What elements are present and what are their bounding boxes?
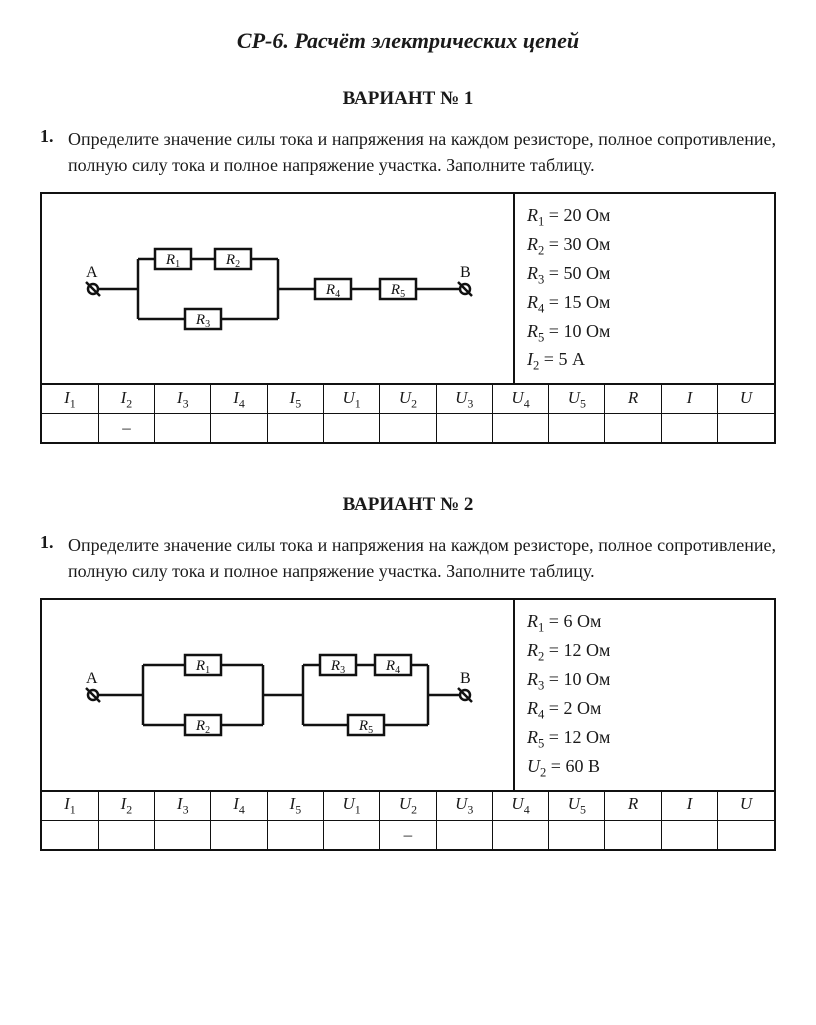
task-block: 1. Определите значение силы тока и напря… [40,126,776,178]
circuit-diagram-1: R1 R2 R3 R4 R5 A B [42,194,515,383]
table-row: I1 I2 I3 I4 I5 U1 U2 U3 U4 U5 R I U [42,385,774,414]
task-text: Определите значение силы тока и напряжен… [68,532,776,584]
given-values-1: R1 = 20 Ом R2 = 30 Ом R3 = 50 Ом R4 = 15… [515,194,774,383]
task-text: Определите значение силы тока и напряжен… [68,126,776,178]
svg-text:B: B [460,264,471,281]
table-row: – [42,414,774,443]
given-values-2: R1 = 6 Ом R2 = 12 Ом R3 = 10 Ом R4 = 2 О… [515,600,774,789]
problem-box-2: R1 R2 R3 R4 R5 A B R1 = 6 Ом R2 = 12 Ом … [40,598,776,850]
task-number: 1. [40,126,68,178]
circuit-diagram-2: R1 R2 R3 R4 R5 A B [42,600,515,789]
page-title: СР-6. Расчёт электрических цепей [40,28,776,54]
answer-table-1: I1 I2 I3 I4 I5 U1 U2 U3 U4 U5 R I U – [42,385,774,442]
variant-heading: ВАРИАНТ № 1 [40,88,776,110]
answer-table-2: I1 I2 I3 I4 I5 U1 U2 U3 U4 U5 R I U – [42,792,774,849]
title-prefix: СР-6. [237,28,289,53]
svg-text:A: A [86,670,98,687]
task-number: 1. [40,532,68,584]
title-main: Расчёт электрических цепей [294,28,579,53]
problem-box-1: R1 R2 R3 R4 R5 A B R1 = 20 Ом R2 = 30 Ом… [40,192,776,444]
table-row: I1 I2 I3 I4 I5 U1 U2 U3 U4 U5 R I U [42,792,774,821]
svg-text:A: A [86,264,98,281]
table-row: – [42,820,774,849]
task-block: 1. Определите значение силы тока и напря… [40,532,776,584]
svg-text:B: B [460,670,471,687]
variant-heading: ВАРИАНТ № 2 [40,494,776,516]
